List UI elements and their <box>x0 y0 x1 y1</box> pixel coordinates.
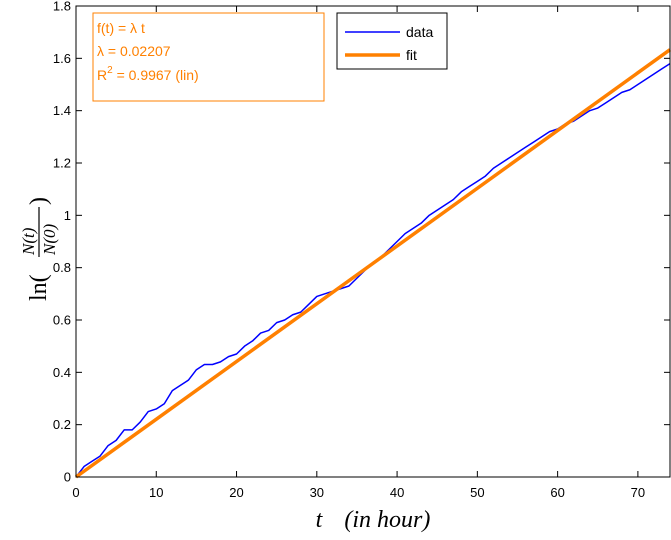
x-tick-label: 30 <box>310 485 324 500</box>
y-tick-label: 0.4 <box>53 365 71 380</box>
annotation-r: R <box>97 67 107 83</box>
x-tick-labels: 0 10 20 30 40 50 60 70 <box>72 485 645 500</box>
series-line-fit <box>74 48 671 479</box>
annotation-lambda: λ = 0.02207 <box>97 43 171 59</box>
x-axis-var: t <box>316 507 324 533</box>
legend: data fit <box>336 12 448 70</box>
x-tick-label: 70 <box>631 485 645 500</box>
plot-frame-border <box>75 5 671 478</box>
annotation-r-rest: = 0.9967 (lin) <box>113 67 199 83</box>
legend-label-fit: fit <box>406 47 417 63</box>
x-tick-label: 40 <box>390 485 404 500</box>
x-tick-label: 0 <box>72 485 79 500</box>
annotation-formula: f(t) = λ t <box>97 20 145 36</box>
x-tick-label: 10 <box>149 485 163 500</box>
y-axis-ln: ln( <box>26 274 52 301</box>
y-axis-title: ln( N(t) N(0) ) <box>19 197 59 301</box>
y-tick-label: 1.8 <box>53 0 71 14</box>
y-axis-close-paren: ) <box>26 197 52 205</box>
legend-box <box>336 12 448 70</box>
x-tick-label: 20 <box>229 485 243 500</box>
y-tick-label: 1.6 <box>53 51 71 66</box>
legend-label-data: data <box>406 24 433 40</box>
y-axis-numerator: N(t) <box>19 227 38 256</box>
x-tick-label: 60 <box>550 485 564 500</box>
y-tick-label: 1 <box>64 208 71 223</box>
annotation-box <box>92 12 325 102</box>
y-tick-labels: 0 0.2 0.4 0.6 0.8 1 1.2 1.4 1.6 1.8 <box>53 0 71 485</box>
x-axis-unit: (in hour) <box>344 507 430 533</box>
y-axis-denominator: N(0) <box>40 224 59 257</box>
y-tick-label: 1.2 <box>53 156 71 171</box>
y-tick-label: 0.6 <box>53 313 71 328</box>
x-axis-title: t (in hour) <box>316 507 431 533</box>
series-layer <box>74 48 671 479</box>
annotation-r-sup: 2 <box>107 65 113 76</box>
fit-annotation: f(t) = λ t λ = 0.02207 R2 = 0.9967 (lin) <box>92 12 325 102</box>
x-tick-label: 50 <box>470 485 484 500</box>
y-tick-label: 1.4 <box>53 103 71 118</box>
y-tick-label: 0.2 <box>53 417 71 432</box>
y-tick-label: 0.8 <box>53 260 71 275</box>
annotation-r2: R2 = 0.9967 (lin) <box>97 65 199 83</box>
y-tick-label: 0 <box>64 470 71 485</box>
